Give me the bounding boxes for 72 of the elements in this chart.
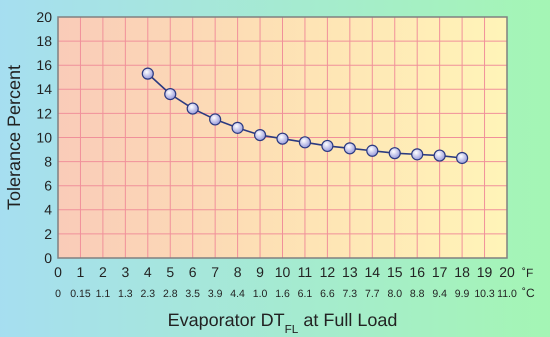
y-tick-label: 18 bbox=[36, 33, 52, 49]
y-tick-label: 6 bbox=[44, 178, 52, 194]
point bbox=[456, 152, 468, 164]
point bbox=[186, 102, 199, 115]
x-tick-label: 20 bbox=[499, 264, 515, 280]
y-axis-title: Tolerance Percent bbox=[4, 64, 24, 210]
y-tick-label: 2 bbox=[44, 226, 52, 242]
text: 6.6 bbox=[320, 288, 335, 300]
x-tick-label: 1 bbox=[76, 264, 85, 280]
text: 4.4 bbox=[230, 288, 246, 300]
x-tick-label: 18 bbox=[454, 264, 470, 280]
y-tick-label: 10 bbox=[36, 129, 52, 146]
text: 9.4 bbox=[432, 288, 448, 300]
x-tick-label: 16 bbox=[409, 264, 426, 280]
point bbox=[254, 128, 266, 142]
text: 8.8 bbox=[410, 288, 425, 300]
text: 1.1 bbox=[96, 288, 110, 300]
point bbox=[142, 68, 154, 80]
x-tick-label: 9 bbox=[256, 264, 264, 280]
y-tick-label: 4 bbox=[44, 202, 52, 218]
text: 1.6 bbox=[275, 288, 290, 300]
y-tick-label: 0 bbox=[44, 250, 52, 266]
text: 2.8 bbox=[162, 288, 178, 300]
text: 3.5 bbox=[185, 288, 200, 300]
x-tick-label: 2 bbox=[99, 264, 107, 280]
text: 9.9 bbox=[454, 288, 470, 300]
x-tick-label: 3 bbox=[121, 264, 130, 280]
x-tick-label: 14 bbox=[364, 264, 380, 280]
text: 7.3 bbox=[342, 288, 358, 300]
y-tick-label: 20 bbox=[36, 8, 52, 25]
point bbox=[366, 144, 378, 157]
y-tick-label: 14 bbox=[36, 81, 52, 98]
x-tick-label: 12 bbox=[320, 264, 336, 280]
text: ˚C bbox=[522, 286, 535, 300]
point bbox=[434, 149, 446, 162]
point bbox=[209, 113, 222, 126]
x-tick-label: 7 bbox=[211, 264, 220, 280]
x-tick-label: 15 bbox=[386, 264, 403, 280]
x-tick-label: 17 bbox=[432, 264, 448, 280]
text: 3.9 bbox=[208, 288, 223, 300]
point bbox=[164, 88, 176, 100]
text: 8.0 bbox=[387, 288, 402, 300]
x-axis-title: Evaporator DT$_{FL}$ at Full Load bbox=[168, 310, 398, 336]
text: 6.1 bbox=[298, 288, 312, 300]
point bbox=[276, 132, 289, 145]
text: 0 bbox=[55, 288, 62, 300]
point bbox=[388, 147, 401, 160]
x-tick-label: 10 bbox=[274, 264, 290, 280]
text: 0.15 bbox=[70, 288, 91, 300]
text: ˚F bbox=[522, 266, 534, 280]
text: 11.0 bbox=[497, 288, 517, 300]
text: 1.0 bbox=[252, 288, 268, 300]
text: 10.3 bbox=[474, 288, 495, 300]
x-tick-label: 8 bbox=[234, 264, 242, 280]
x-tick-label: 0 bbox=[54, 264, 62, 280]
y-tick-label: 16 bbox=[36, 57, 52, 74]
x-tick-label: 19 bbox=[476, 264, 493, 280]
point bbox=[344, 142, 356, 154]
point bbox=[232, 122, 244, 134]
point bbox=[411, 148, 424, 160]
point bbox=[298, 136, 312, 148]
x-tick-label: 5 bbox=[166, 264, 174, 280]
x-tick-label: 13 bbox=[342, 264, 358, 280]
text: 7.7 bbox=[364, 288, 380, 300]
x-tick-label: 6 bbox=[188, 264, 197, 280]
x-tick-label: 11 bbox=[298, 264, 312, 280]
point bbox=[321, 140, 334, 152]
text: 2.3 bbox=[140, 288, 156, 300]
x-tick-label: 4 bbox=[144, 264, 152, 280]
y-tick-label: 12 bbox=[36, 105, 52, 122]
y-tick-label: 8 bbox=[44, 154, 52, 170]
text: 1.3 bbox=[118, 288, 133, 300]
